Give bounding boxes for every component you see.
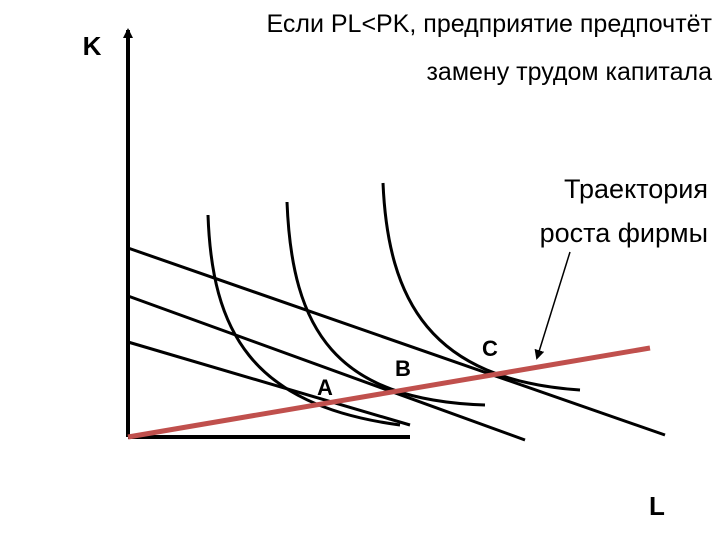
annotation-line: Траектория <box>564 174 708 204</box>
isocost-line <box>127 340 411 427</box>
y-axis-label: K <box>83 31 102 61</box>
annotation-arrow <box>534 251 571 360</box>
isoquant <box>206 214 401 427</box>
isocost-lines <box>127 246 666 442</box>
point-label: C <box>482 336 498 361</box>
title-line: замену трудом капитала <box>426 58 712 86</box>
isoquant <box>285 201 486 407</box>
isoquant <box>381 182 581 392</box>
isoquants <box>206 182 581 427</box>
isocost-line <box>127 294 526 442</box>
title-line: Если PL<PK, предприятие предпочтёт <box>266 10 712 38</box>
annotation-line: роста фирмы <box>540 218 708 248</box>
point-label: A <box>317 375 333 400</box>
growth-path <box>127 345 651 440</box>
x-axis-label: L <box>649 491 665 521</box>
isocost-line <box>127 246 666 437</box>
point-label: B <box>395 356 411 381</box>
